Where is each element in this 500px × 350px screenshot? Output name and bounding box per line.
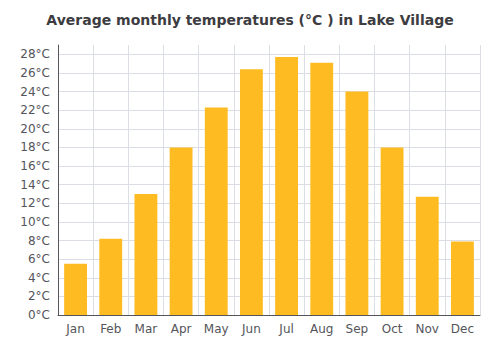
svg-text:26°C: 26°C (20, 66, 50, 80)
svg-text:16°C: 16°C (20, 159, 50, 173)
svg-text:Sep: Sep (346, 322, 369, 336)
svg-text:18°C: 18°C (20, 140, 50, 154)
svg-text:2°C: 2°C (28, 289, 50, 303)
svg-text:20°C: 20°C (20, 122, 50, 136)
svg-text:Mar: Mar (135, 322, 158, 336)
svg-text:22°C: 22°C (20, 103, 50, 117)
svg-text:24°C: 24°C (20, 85, 50, 99)
svg-text:Feb: Feb (100, 322, 121, 336)
svg-text:28°C: 28°C (20, 47, 50, 61)
svg-text:Oct: Oct (382, 322, 403, 336)
svg-text:10°C: 10°C (20, 215, 50, 229)
svg-text:6°C: 6°C (28, 252, 50, 266)
svg-text:Jan: Jan (65, 322, 85, 336)
svg-text:0°C: 0°C (28, 308, 50, 322)
svg-text:Dec: Dec (451, 322, 474, 336)
svg-text:May: May (204, 322, 229, 336)
svg-text:Nov: Nov (416, 322, 439, 336)
svg-text:4°C: 4°C (28, 271, 50, 285)
svg-text:8°C: 8°C (28, 234, 50, 248)
svg-text:Average monthly temperatures (: Average monthly temperatures (°C ) in La… (46, 12, 453, 28)
svg-text:14°C: 14°C (20, 178, 50, 192)
svg-text:12°C: 12°C (20, 196, 50, 210)
svg-text:Jun: Jun (241, 322, 261, 336)
svg-text:Apr: Apr (171, 322, 192, 336)
svg-text:Aug: Aug (310, 322, 333, 336)
svg-text:Jul: Jul (278, 322, 293, 336)
